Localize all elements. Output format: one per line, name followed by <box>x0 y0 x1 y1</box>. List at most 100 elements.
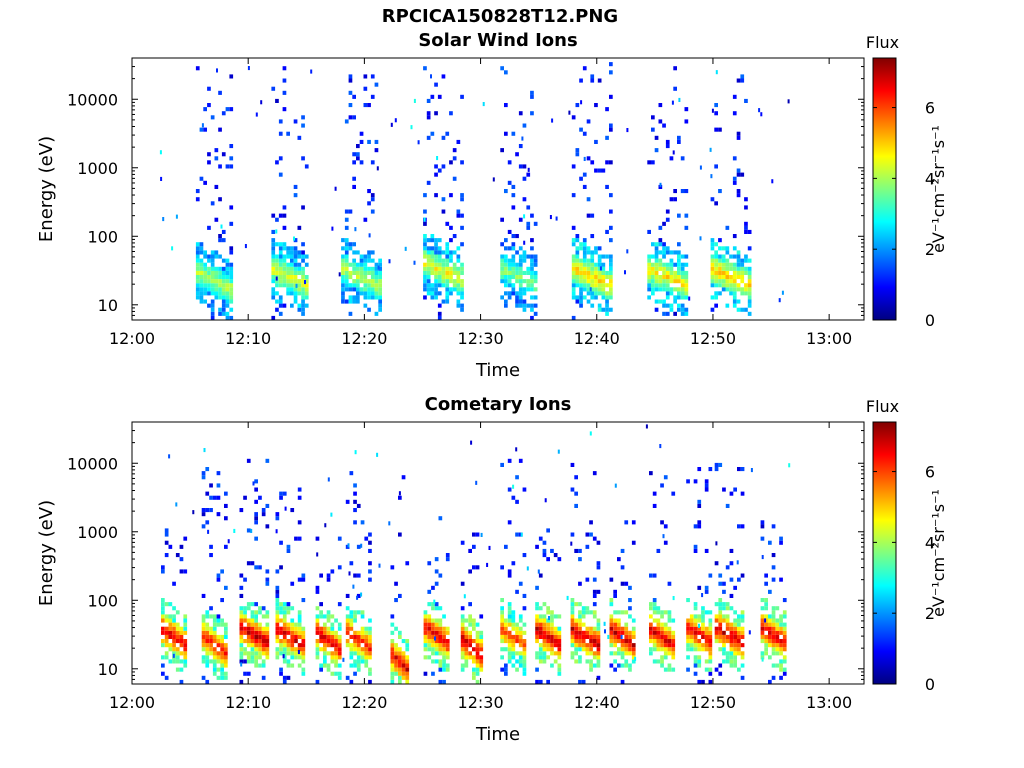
heatmap-cell <box>423 655 428 660</box>
heatmap-cell <box>733 643 737 648</box>
heatmap-cell <box>511 287 516 292</box>
heatmap-cell <box>660 610 664 615</box>
heatmap-cell <box>344 217 349 222</box>
heatmap-cell <box>729 577 734 582</box>
heatmap-cell <box>663 643 668 648</box>
heatmap-cell <box>210 311 215 316</box>
heatmap-cell <box>574 634 578 639</box>
heatmap-cell <box>660 483 664 488</box>
heatmap-cell <box>737 618 741 623</box>
heatmap-cell <box>590 78 595 83</box>
heatmap-cell <box>677 279 681 284</box>
heatmap-cell <box>221 111 226 116</box>
heatmap-cell <box>729 622 734 627</box>
heatmap-cell <box>609 287 613 292</box>
heatmap-cell <box>250 622 255 627</box>
heatmap-cell <box>390 663 395 668</box>
heatmap-cell <box>620 634 623 639</box>
heatmap-cell <box>628 585 632 590</box>
heatmap-cell <box>258 626 262 631</box>
heatmap-cell <box>337 655 342 660</box>
heatmap-cell <box>680 291 685 296</box>
heatmap-cell <box>663 622 668 627</box>
heatmap-cell <box>218 90 222 95</box>
heatmap-cell <box>229 156 234 161</box>
heatmap-cell <box>297 663 302 668</box>
heatmap-cell <box>522 279 527 284</box>
heatmap-cell <box>438 516 443 521</box>
heatmap-cell <box>229 307 234 312</box>
heatmap-cell <box>546 630 550 635</box>
heatmap-cell <box>275 291 279 296</box>
heatmap-cell <box>195 287 200 292</box>
heatmap-cell <box>710 275 715 280</box>
heatmap-cell <box>452 287 457 292</box>
heatmap-cell <box>761 657 764 662</box>
heatmap-cell <box>199 262 204 267</box>
heatmap-cell <box>203 180 207 185</box>
colorbar-title: Flux <box>866 33 899 52</box>
heatmap-cell <box>290 655 295 660</box>
heatmap-cell <box>221 287 226 292</box>
y-axis-label: Energy (eV) <box>36 500 57 606</box>
heatmap-cell <box>677 295 681 300</box>
heatmap-cell <box>570 610 575 615</box>
heatmap-cell <box>631 634 636 639</box>
heatmap-cell <box>697 647 702 652</box>
heatmap-cell <box>680 262 685 267</box>
heatmap-cell <box>353 647 357 652</box>
heatmap-cell <box>434 283 438 288</box>
heatmap-cell <box>733 639 737 644</box>
heatmap-cell <box>275 512 280 517</box>
heatmap-cell <box>337 643 342 648</box>
heatmap-cell <box>353 520 357 525</box>
heatmap-cell <box>326 639 331 644</box>
heatmap-cell <box>344 275 349 280</box>
heatmap-cell <box>620 655 625 660</box>
heatmap-cell <box>647 275 651 280</box>
heatmap-cell <box>341 270 345 275</box>
heatmap-cell <box>596 540 601 545</box>
heatmap-cell <box>680 311 685 316</box>
heatmap-cell <box>677 258 681 263</box>
heatmap-cell <box>660 647 664 652</box>
heatmap-cell <box>239 593 244 598</box>
heatmap-cell <box>183 614 188 619</box>
heatmap-cell <box>349 647 354 652</box>
heatmap-cell <box>768 634 772 639</box>
heatmap-cell <box>218 287 222 292</box>
heatmap-cell <box>652 491 657 496</box>
heatmap-cell <box>590 254 595 259</box>
heatmap-cell <box>714 626 719 631</box>
heatmap-cell <box>507 606 512 611</box>
heatmap-cell <box>747 311 752 316</box>
heatmap-cell <box>445 221 450 226</box>
heatmap-cell <box>246 622 251 627</box>
heatmap-cell <box>518 643 523 648</box>
heatmap-cell <box>214 156 219 161</box>
heatmap-cell <box>349 561 354 566</box>
heatmap-cell <box>574 639 578 644</box>
heatmap-cell <box>589 287 592 292</box>
heatmap-cell <box>546 679 550 684</box>
heatmap-cell <box>353 630 357 635</box>
heatmap-cell <box>301 254 305 259</box>
heatmap-cell <box>290 663 295 668</box>
heatmap-cell <box>199 127 204 132</box>
heatmap-cell <box>697 626 702 631</box>
heatmap-cell <box>744 254 748 259</box>
heatmap-cell <box>293 119 298 124</box>
heatmap-cell <box>218 275 222 280</box>
heatmap-cell <box>261 512 266 517</box>
heatmap-cell <box>326 667 331 672</box>
heatmap-cell <box>304 279 309 284</box>
heatmap-cell <box>658 258 663 263</box>
heatmap-cell <box>507 618 512 623</box>
heatmap-cell <box>775 622 780 627</box>
heatmap-cell <box>278 254 283 259</box>
heatmap-cell <box>515 250 519 255</box>
heatmap-cell <box>279 610 283 615</box>
heatmap-cell <box>374 295 379 300</box>
heatmap-cell <box>613 593 617 598</box>
heatmap-cell <box>507 295 512 300</box>
